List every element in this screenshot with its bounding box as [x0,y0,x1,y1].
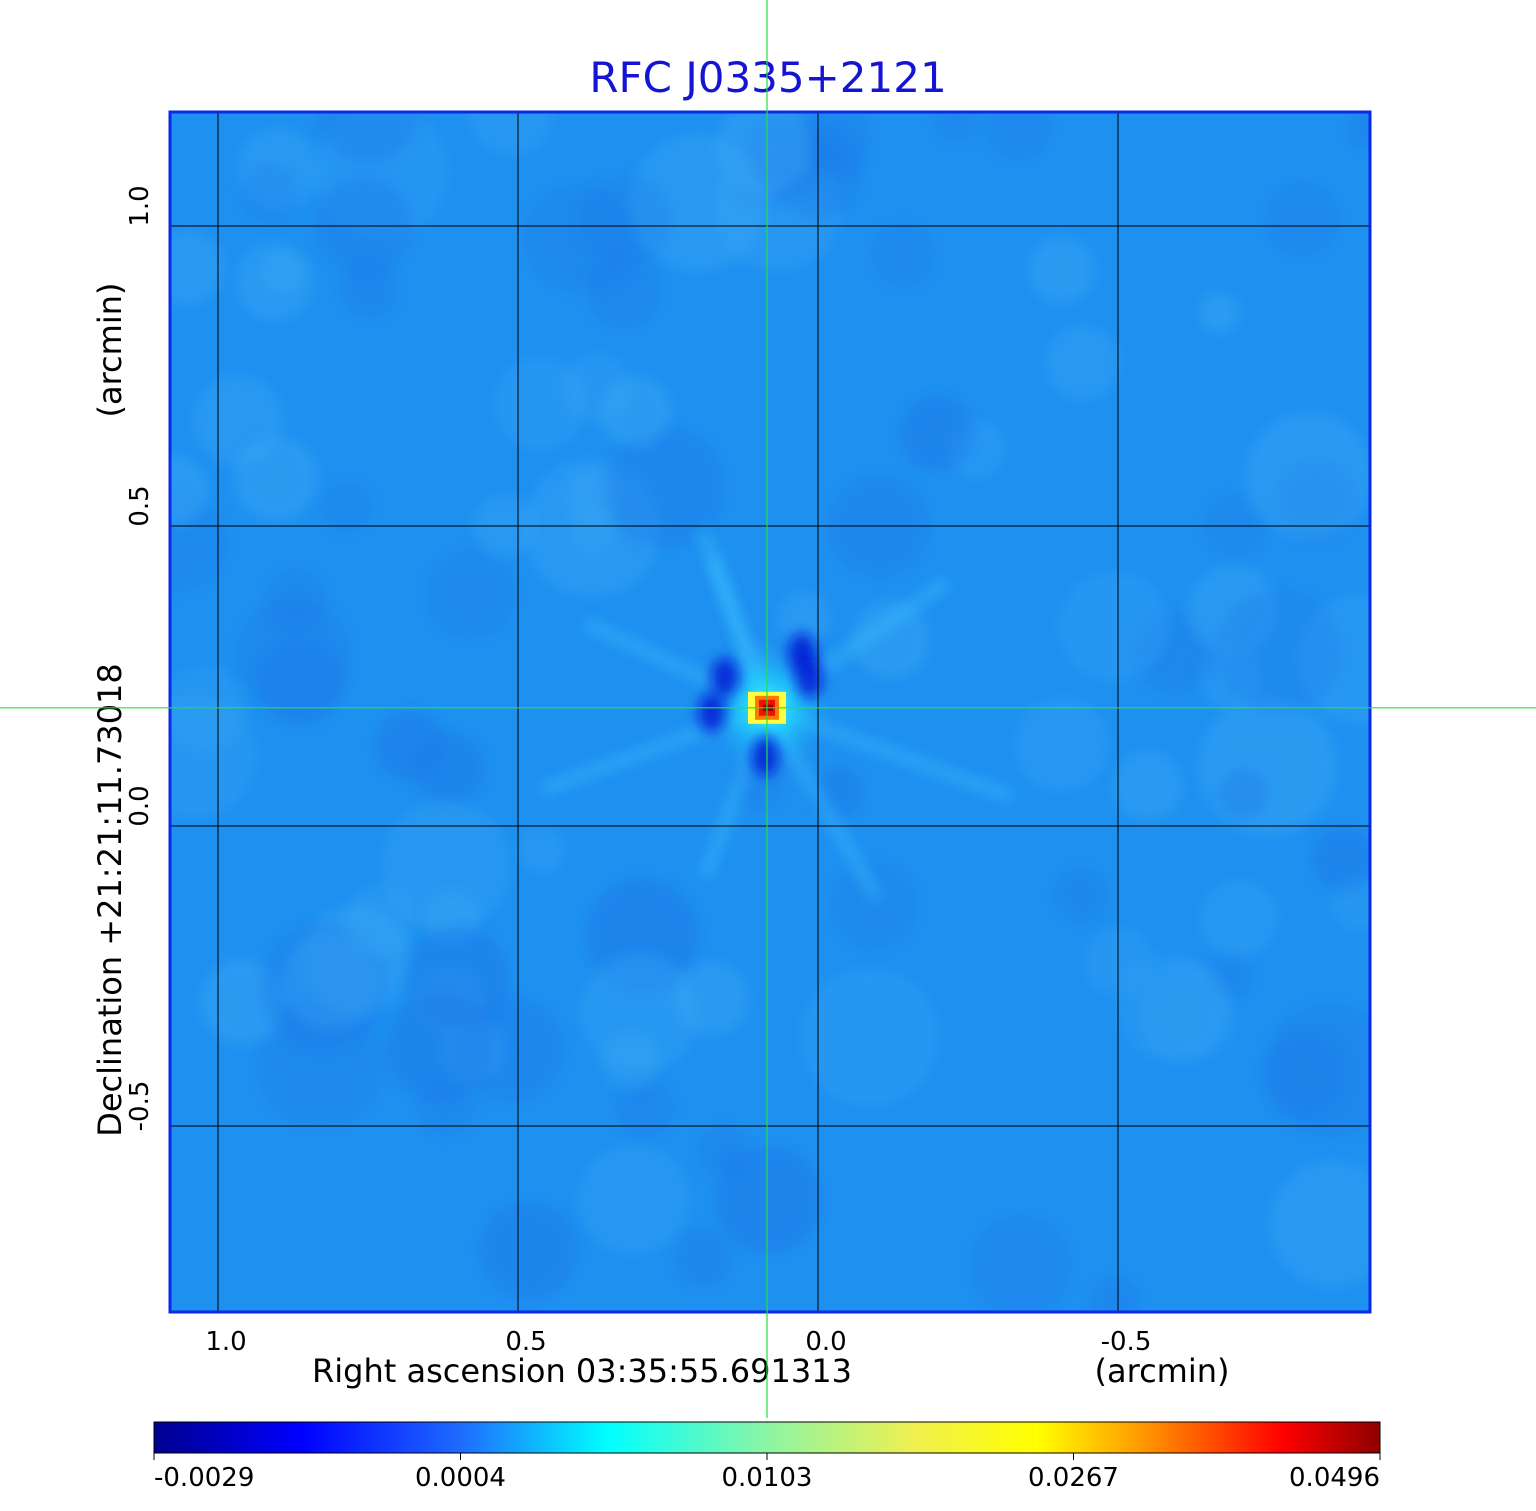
noise-blob [801,968,938,1106]
noise-blob [406,927,510,1031]
y-tick-labels: 1.0 0.5 0.0 -0.5 [125,185,155,1131]
noise-blob [1347,112,1370,151]
x-tick-labels: 1.0 0.5 0.0 -0.5 [205,1327,1151,1357]
noise-blob [494,357,587,450]
y-tick-label: 1.0 [125,185,155,226]
noise-blob [615,1079,674,1138]
noise-blob [1245,412,1370,541]
x-tick-label: 0.0 [805,1327,846,1357]
x-tick-label: 0.5 [505,1327,546,1357]
noise-blob [316,112,419,165]
noise-blob [715,112,812,196]
noise-blob [1200,880,1277,957]
noise-blob [1118,954,1227,1063]
noise-blob [1015,698,1109,792]
colorbar-tick-label: -0.0029 [154,1463,254,1493]
noise-blob [600,376,672,448]
noise-blob [851,600,930,679]
noise-blob [240,164,299,224]
noise-blob [478,1200,579,1301]
noise-blob [193,375,283,465]
noise-blob [170,455,208,527]
noise-blob [1028,236,1096,304]
noise-texture [170,112,1370,1312]
noise-blob [381,801,511,930]
noise-blob [236,598,352,714]
noise-blob [345,886,416,956]
noise-blob [1216,588,1343,716]
colorbar-tick-label: 0.0004 [415,1463,506,1493]
negative-lobe [711,657,739,698]
noise-blob [518,827,565,874]
noise-blob [1058,571,1169,682]
noise-blob [1053,868,1108,923]
x-tick-label: -0.5 [1101,1327,1152,1357]
noise-blob [262,251,304,294]
y-axis-unit: (arcmin) [91,283,129,418]
noise-blob [986,112,1051,161]
noise-blob [697,1125,748,1177]
noise-blob [468,112,554,155]
noise-blob [1045,325,1120,400]
x-axis-label: Right ascension 03:35:55.691313 [312,1352,852,1390]
noise-blob [870,222,936,288]
noise-blob [374,709,446,781]
crosshair [0,0,1536,1418]
noise-blob [1113,750,1183,821]
noise-blob [673,1229,733,1289]
noise-blob [934,112,977,143]
noise-blob [1269,1161,1370,1288]
noise-blob [1262,1003,1370,1137]
negative-lobe [698,692,726,733]
colorbar-tick-label: 0.0496 [1289,1463,1380,1493]
noise-blob [1199,292,1240,333]
noise-blob [170,231,224,305]
noise-blob [714,1145,823,1254]
noise-blob [1203,493,1269,558]
noise-blob [1198,696,1338,836]
noise-blob [1311,826,1370,892]
x-tick-label: 1.0 [205,1327,246,1357]
noise-blob [604,426,726,548]
noise-blob [601,1032,659,1090]
noise-blob [899,395,975,472]
noise-blob [523,183,633,293]
noise-blob [1089,1275,1141,1312]
x-axis-unit: (arcmin) [1095,1352,1230,1390]
noise-blob [1264,181,1340,257]
noise-blob [579,1144,688,1254]
noise-blob [829,860,919,950]
noise-blob [777,591,830,644]
y-axis-label: Declination +21:21:11.73018 [91,663,129,1137]
noise-blob [170,666,247,751]
y-tick-label: -0.5 [125,1081,155,1132]
negative-lobe [795,657,823,698]
colorbar [153,1421,1381,1454]
noise-blob [320,481,373,533]
plot-frame [168,110,1372,1314]
colorbar-ticks [153,1453,1381,1460]
radio-source [539,526,1014,902]
noise-blob [425,548,517,640]
chart-title: RFC J0335+2121 [589,53,946,102]
image-plot-area [170,112,1370,1312]
noise-blob [341,261,398,319]
noise-blob [1218,769,1268,819]
y-tick-label: 0.5 [125,485,155,526]
y-tick-label: 0.0 [125,785,155,826]
negative-lobe [751,735,779,776]
grid-lines [170,112,1370,1312]
colorbar-tick-labels: -0.0029 0.0004 0.0103 0.0267 0.0496 [154,1463,1380,1493]
colorbar-tick-label: 0.0267 [1028,1463,1119,1493]
colorbar-tick-label: 0.0103 [722,1463,813,1493]
noise-blob [970,1215,1072,1312]
noise-blob [281,931,381,1031]
